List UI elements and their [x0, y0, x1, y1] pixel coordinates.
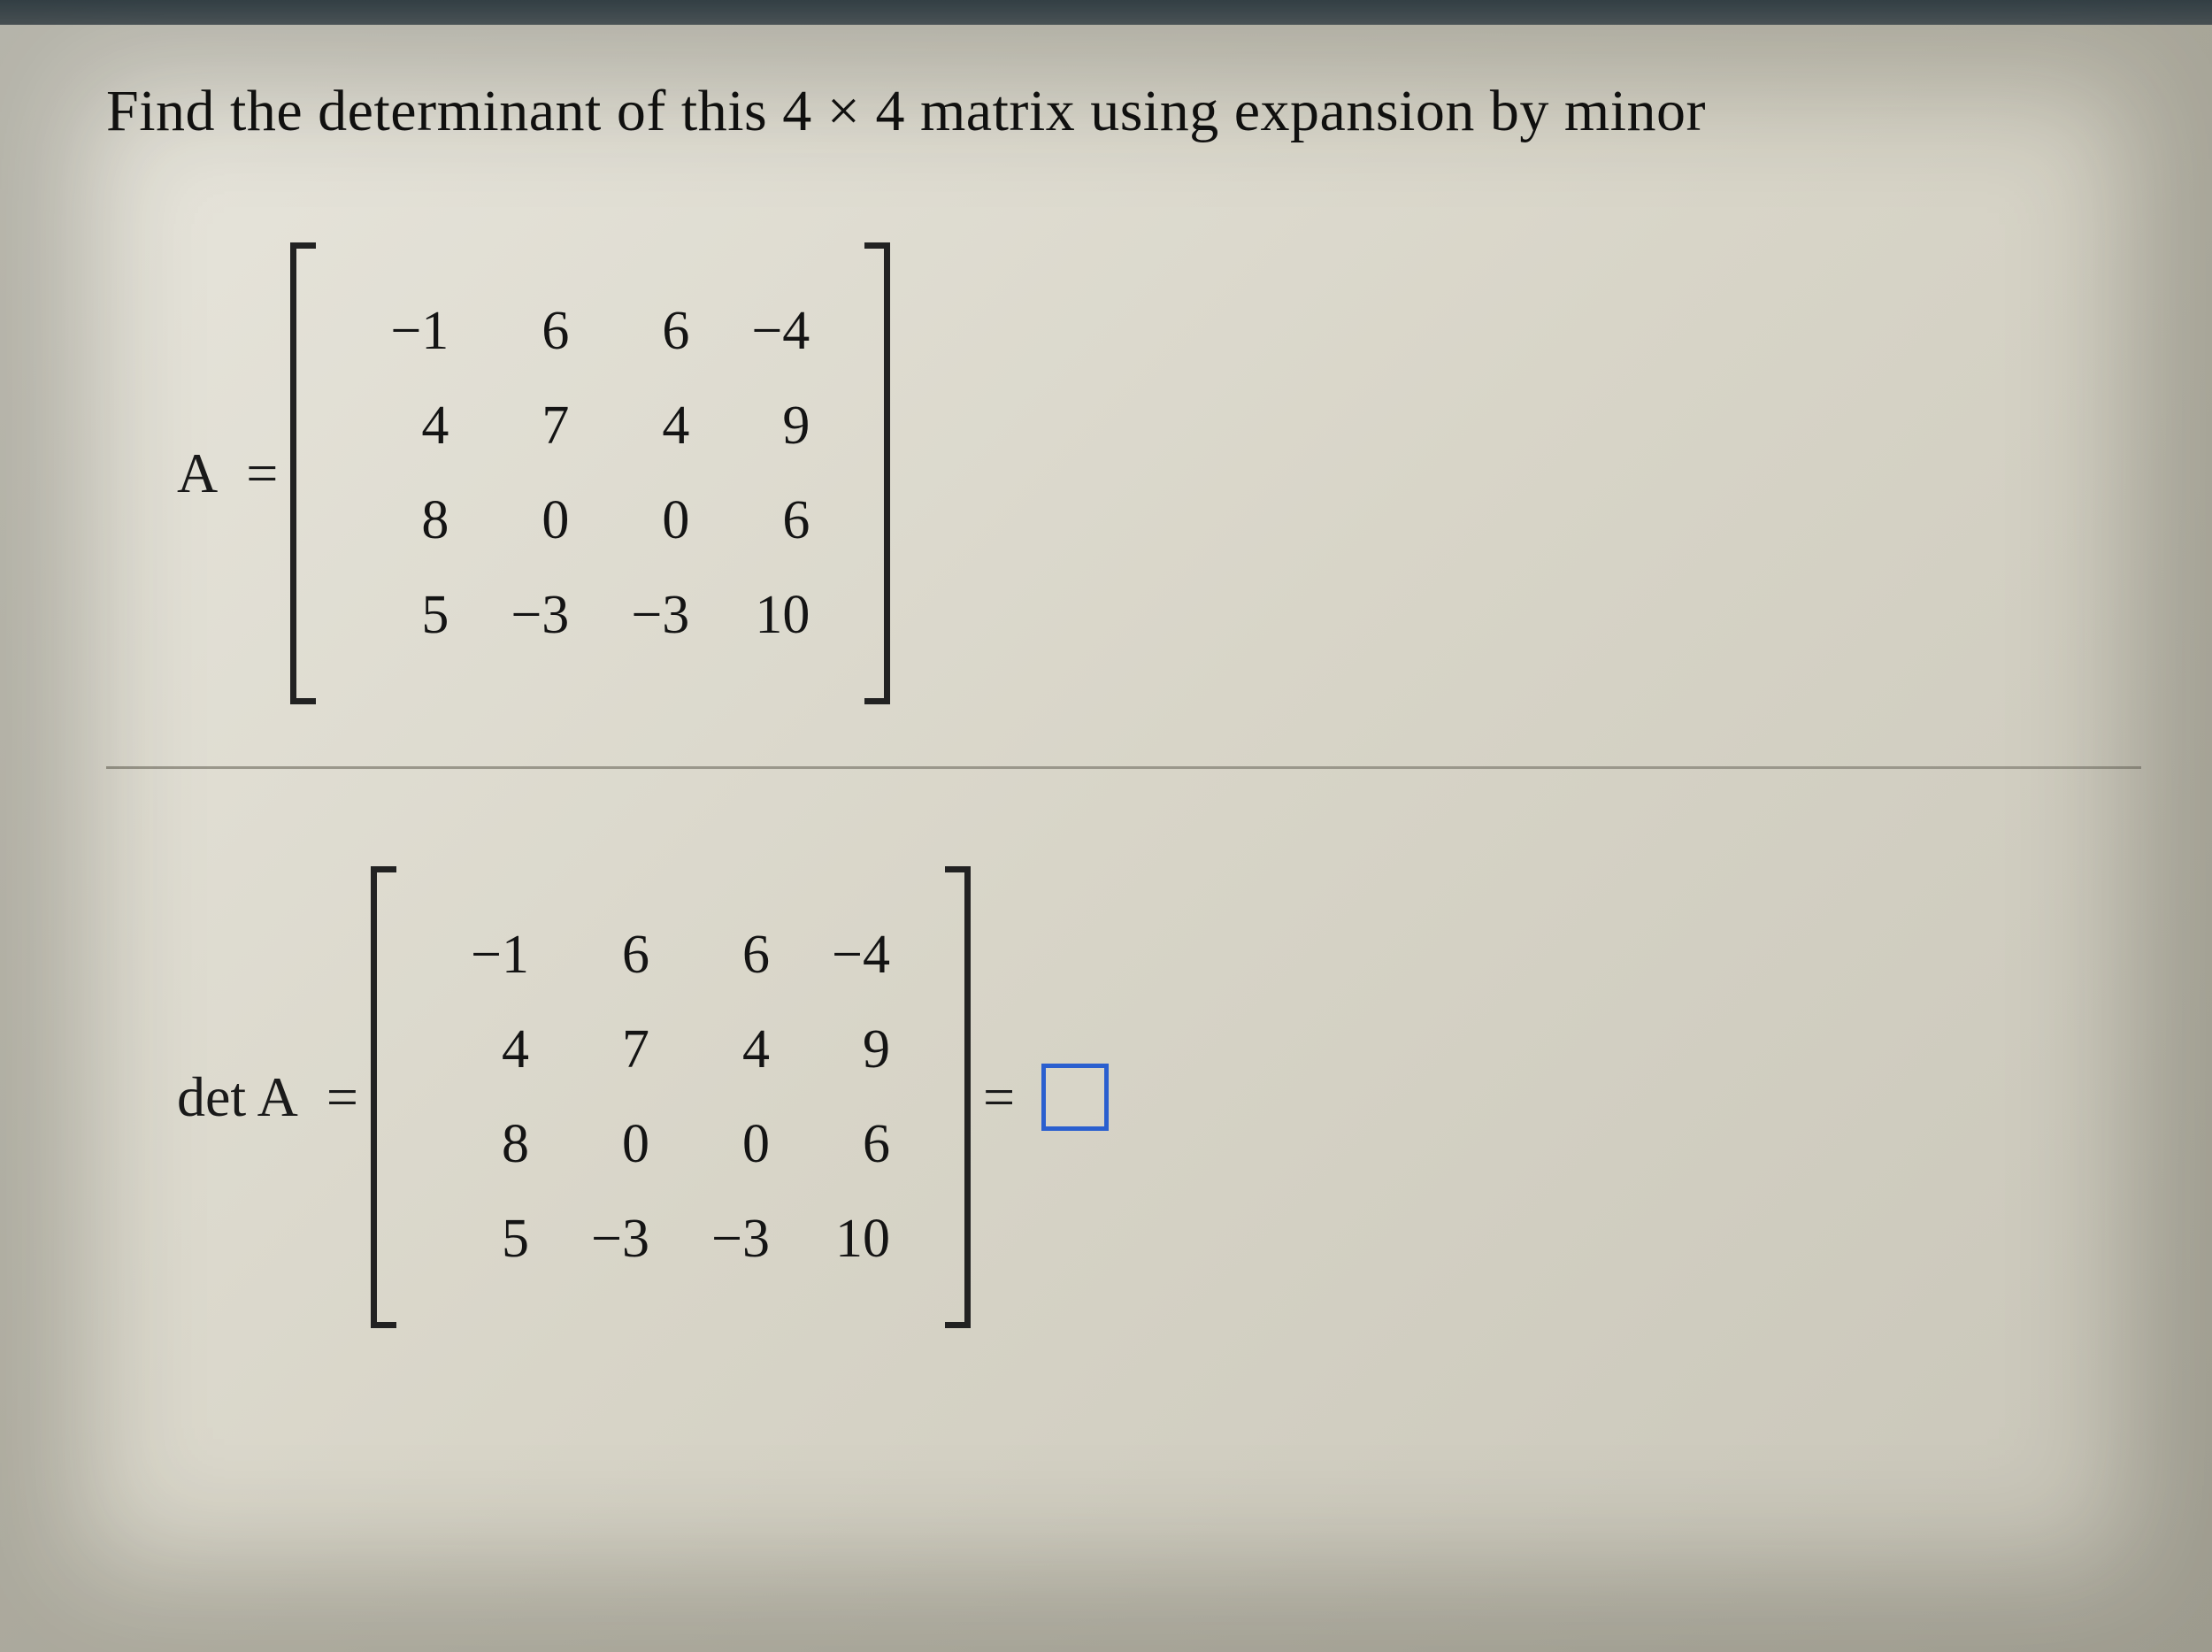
- matrix-cell: 8: [370, 488, 449, 553]
- matrix-cell: 7: [490, 394, 570, 458]
- bracket-right-icon: [864, 242, 890, 704]
- matrix-cell: 0: [691, 1112, 771, 1177]
- matrix-cell: −4: [731, 299, 810, 364]
- matrix-cell: 0: [490, 488, 570, 553]
- equals-sign: =: [983, 1064, 1015, 1130]
- table-row: 8 0 0 6: [450, 1112, 891, 1177]
- bracket-left-icon: [290, 242, 316, 704]
- matrix-cell: 8: [450, 1112, 530, 1177]
- matrix-cell: 5: [450, 1207, 530, 1272]
- det-matrix-table: −1 6 6 −4 4 7 4 9 8 0 0 6: [410, 893, 932, 1302]
- table-row: 5 −3 −3 10: [450, 1207, 891, 1272]
- matrix-label-A: A: [177, 441, 218, 506]
- matrix-cell: 9: [731, 394, 810, 458]
- matrix-cell: 6: [691, 923, 771, 987]
- window-top-bar: [0, 0, 2212, 25]
- table-row: 8 0 0 6: [370, 488, 810, 553]
- matrix-cell: 4: [691, 1018, 771, 1082]
- determinant-row: det A = −1 6 6 −4 4 7 4 9 8: [177, 866, 2141, 1328]
- matrix-cell: −4: [811, 923, 891, 987]
- det-matrix: −1 6 6 −4 4 7 4 9 8 0 0 6: [371, 866, 971, 1328]
- matrix-cell: 6: [611, 299, 690, 364]
- matrix-cell: 6: [811, 1112, 891, 1177]
- table-row: −1 6 6 −4: [450, 923, 891, 987]
- answer-input-box[interactable]: [1041, 1064, 1109, 1131]
- matrix-cell: −3: [611, 583, 690, 648]
- matrix-cell: −1: [370, 299, 449, 364]
- matrix-cell: 4: [450, 1018, 530, 1082]
- problem-title: Find the determinant of this 4 × 4 matri…: [106, 78, 2141, 145]
- matrix-A: −1 6 6 −4 4 7 4 9 8 0 0 6: [290, 242, 890, 704]
- bracket-left-icon: [371, 866, 396, 1328]
- matrix-cell: −3: [490, 583, 570, 648]
- matrix-cell: 5: [370, 583, 449, 648]
- matrix-cell: 6: [571, 923, 650, 987]
- matrix-cell: −3: [571, 1207, 650, 1272]
- problem-content: Find the determinant of this 4 × 4 matri…: [0, 25, 2212, 1328]
- matrix-cell: 0: [611, 488, 690, 553]
- matrix-definition-row: A = −1 6 6 −4 4 7 4 9 8: [177, 242, 2141, 704]
- bracket-right-icon: [945, 866, 971, 1328]
- table-row: 5 −3 −3 10: [370, 583, 810, 648]
- table-row: 4 7 4 9: [450, 1018, 891, 1082]
- section-divider: [106, 766, 2141, 769]
- matrix-cell: −3: [691, 1207, 771, 1272]
- matrix-cell: 7: [571, 1018, 650, 1082]
- equals-sign: =: [326, 1064, 358, 1130]
- matrix-cell: 4: [370, 394, 449, 458]
- table-row: −1 6 6 −4: [370, 299, 810, 364]
- matrix-cell: 10: [731, 583, 810, 648]
- matrix-cell: 10: [811, 1207, 891, 1272]
- matrix-cell: 6: [490, 299, 570, 364]
- equals-sign: =: [246, 441, 278, 506]
- det-A-label: det A: [177, 1064, 298, 1130]
- matrix-cell: −1: [450, 923, 530, 987]
- table-row: 4 7 4 9: [370, 394, 810, 458]
- matrix-cell: 9: [811, 1018, 891, 1082]
- matrix-cell: 6: [731, 488, 810, 553]
- matrix-cell: 4: [611, 394, 690, 458]
- matrix-A-table: −1 6 6 −4 4 7 4 9 8 0 0 6: [329, 269, 851, 678]
- matrix-cell: 0: [571, 1112, 650, 1177]
